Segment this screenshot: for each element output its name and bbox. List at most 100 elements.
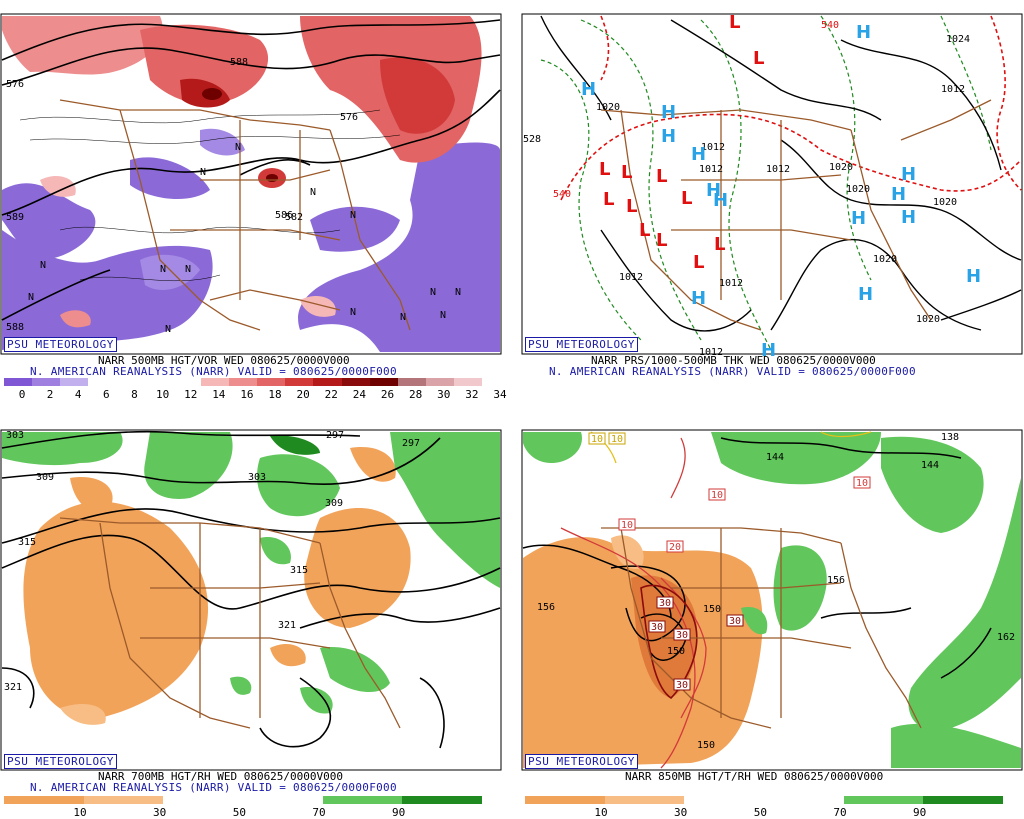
contour-label: 1020 xyxy=(846,184,870,195)
n-mark: N xyxy=(440,310,446,321)
panel-700mb: 303 297 297 309 303 309 315 315 321 321 … xyxy=(0,418,503,819)
contour-label: 1012 xyxy=(699,164,723,175)
high-pressure-marker: H xyxy=(691,144,706,165)
contour-label: 144 xyxy=(766,452,784,463)
contour-label: 150 xyxy=(703,604,721,615)
contour-label: 1012 xyxy=(766,164,790,175)
temperature-label: 30 xyxy=(656,596,674,609)
scale-label: 90 xyxy=(392,806,406,819)
scale-label: 16 xyxy=(240,388,254,401)
n-mark: N xyxy=(235,142,241,153)
map-surface-pressure-thickness: 1024 1012 1020 1012 1012 1020 1020 1020 … xyxy=(521,12,1023,361)
svg-text:30: 30 xyxy=(676,680,688,691)
high-pressure-marker: H xyxy=(706,180,721,201)
contour-label: 1020 xyxy=(596,102,620,113)
temperature-label: 30 xyxy=(648,620,666,633)
n-mark: N xyxy=(430,287,436,298)
svg-text:30: 30 xyxy=(729,616,741,627)
scale-swatch xyxy=(144,378,173,386)
high-pressure-marker: H xyxy=(661,102,676,123)
scale-swatch xyxy=(257,378,286,386)
psu-meteorology-badge: PSU METEOROLOGY xyxy=(4,337,117,352)
contour-label: 138 xyxy=(941,432,959,443)
contour-label: 1012 xyxy=(701,142,725,153)
scale-swatch xyxy=(88,378,117,386)
svg-text:30: 30 xyxy=(676,630,688,641)
humidity-color-scale xyxy=(4,796,483,804)
scale-label: 24 xyxy=(352,388,367,401)
svg-text:30: 30 xyxy=(651,622,663,633)
temperature-label: 10 xyxy=(853,476,871,489)
vorticity-scale-labels: 0 2 4 6 8 10 12 14 16 18 20 22 24 26 28 30 32 34 xyxy=(4,388,507,401)
panel-surface-pressure: 1024 1012 1020 1012 1012 1020 1020 1020 … xyxy=(521,0,1024,402)
scale-swatch xyxy=(604,796,685,804)
panel-caption: NARR 500MB HGT/VOR WED 080625/0000V000 xyxy=(98,354,350,367)
contour-label: 1012 xyxy=(699,347,723,358)
thickness-label: 540 xyxy=(821,20,839,31)
scale-swatch xyxy=(313,378,342,386)
n-mark: N xyxy=(310,187,316,198)
scale-swatch xyxy=(369,378,398,386)
high-pressure-marker: H xyxy=(858,284,873,305)
low-pressure-marker: L xyxy=(599,159,610,180)
high-pressure-marker: H xyxy=(761,340,776,361)
temperature-label: 10 xyxy=(618,518,636,531)
thickness-label: 540 xyxy=(553,189,571,200)
high-pressure-marker: H xyxy=(856,22,871,43)
scale-label: 26 xyxy=(380,388,395,401)
contour-label: 1020 xyxy=(933,197,957,208)
panel-caption: NARR 850MB HGT/T/RH WED 080625/0000V000 xyxy=(625,770,884,783)
scale-label: 32 xyxy=(465,388,479,401)
low-pressure-marker: L xyxy=(639,220,650,241)
panel-850mb: 144 138 144 156 150 150 156 162 150 10 10… xyxy=(521,418,1024,819)
contour-label: 589 xyxy=(6,212,24,223)
scale-swatch xyxy=(285,378,314,386)
scale-swatch xyxy=(4,378,33,386)
n-mark: N xyxy=(185,264,191,275)
contour-label: 144 xyxy=(921,460,939,471)
contour-label: 1012 xyxy=(941,84,965,95)
n-mark: N xyxy=(350,210,356,221)
psu-meteorology-badge: PSU METEOROLOGY xyxy=(525,337,638,352)
high-pressure-marker: H xyxy=(851,208,866,229)
map-500mb-vorticity: 576 588 582 576 589 586 588 N N N N N N … xyxy=(0,0,503,402)
svg-text:10: 10 xyxy=(611,434,623,445)
low-pressure-marker: L xyxy=(693,252,704,273)
scale-label: 10 xyxy=(594,806,608,819)
scale-label: 12 xyxy=(184,388,198,401)
contour-label: 588 xyxy=(230,57,248,68)
high-pressure-marker: H xyxy=(966,266,981,287)
high-pressure-marker: H xyxy=(581,79,596,100)
contour-label: 297 xyxy=(326,430,344,441)
vorticity-color-scale xyxy=(4,378,483,386)
scale-label: 2 xyxy=(46,388,54,401)
low-pressure-marker: L xyxy=(729,12,740,33)
contour-label: 297 xyxy=(402,438,420,449)
map-700mb-humidity: 303 297 297 309 303 309 315 315 321 321 xyxy=(0,429,502,771)
scale-swatch xyxy=(425,378,454,386)
scale-label: 28 xyxy=(409,388,423,401)
scale-label: 50 xyxy=(232,806,246,819)
contour-label: 156 xyxy=(827,575,845,586)
scale-swatch xyxy=(454,378,483,386)
contour-label: 1020 xyxy=(829,162,853,173)
low-pressure-marker: L xyxy=(656,166,667,187)
n-mark: N xyxy=(40,260,46,271)
svg-text:30: 30 xyxy=(659,598,671,609)
scale-swatch xyxy=(402,796,483,804)
contour-label: 309 xyxy=(36,472,54,483)
contour-label: 586 xyxy=(275,210,293,221)
contour-label: 315 xyxy=(290,565,308,576)
n-mark: N xyxy=(350,307,356,318)
low-pressure-marker: L xyxy=(626,196,637,217)
scale-swatch xyxy=(243,796,323,804)
n-mark: N xyxy=(200,167,206,178)
contour-label: 156 xyxy=(537,602,555,613)
temperature-label: 20 xyxy=(666,540,684,553)
high-pressure-marker: H xyxy=(661,126,676,147)
map-850mb-temperature-humidity: 144 138 144 156 150 150 156 162 150 10 10… xyxy=(521,429,1023,771)
contour-label: 321 xyxy=(278,620,296,631)
temperature-label: 30 xyxy=(673,678,691,691)
svg-text:10: 10 xyxy=(856,478,868,489)
panel-subcaption: N. AMERICAN REANALYSIS (NARR) VALID = 08… xyxy=(30,781,397,794)
